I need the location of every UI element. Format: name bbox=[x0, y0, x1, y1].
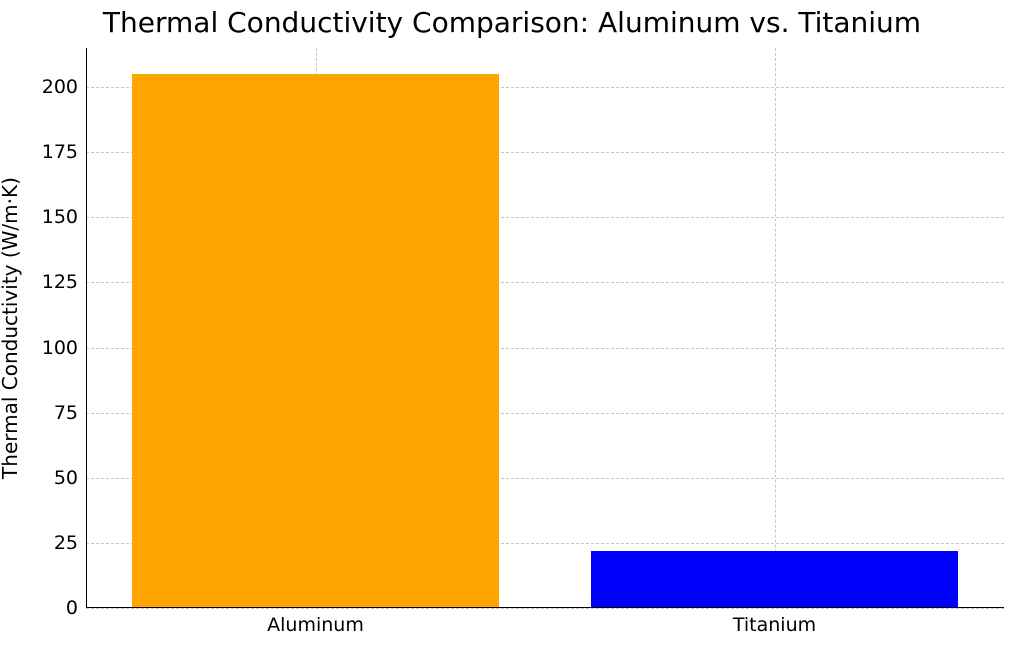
y-tick-label: 150 bbox=[18, 206, 78, 228]
bar-chart-figure: Thermal Conductivity Comparison: Aluminu… bbox=[0, 0, 1024, 648]
bar bbox=[591, 551, 958, 608]
axis-spine-left bbox=[86, 48, 87, 608]
y-tick-label: 175 bbox=[18, 141, 78, 163]
y-tick-label: 25 bbox=[18, 532, 78, 554]
bar bbox=[132, 74, 499, 608]
y-tick-label: 125 bbox=[18, 271, 78, 293]
grid-line-vertical bbox=[775, 48, 776, 608]
x-tick-label: Aluminum bbox=[267, 614, 364, 636]
y-tick-label: 100 bbox=[18, 337, 78, 359]
y-tick-label: 0 bbox=[18, 597, 78, 619]
axis-spine-bottom bbox=[86, 607, 1004, 608]
x-tick-label: Titanium bbox=[733, 614, 816, 636]
y-tick-label: 75 bbox=[18, 402, 78, 424]
chart-title: Thermal Conductivity Comparison: Aluminu… bbox=[0, 6, 1024, 39]
y-tick-label: 200 bbox=[18, 76, 78, 98]
plot-area bbox=[86, 48, 1004, 608]
y-tick-label: 50 bbox=[18, 467, 78, 489]
grid-line-horizontal bbox=[86, 608, 1004, 609]
